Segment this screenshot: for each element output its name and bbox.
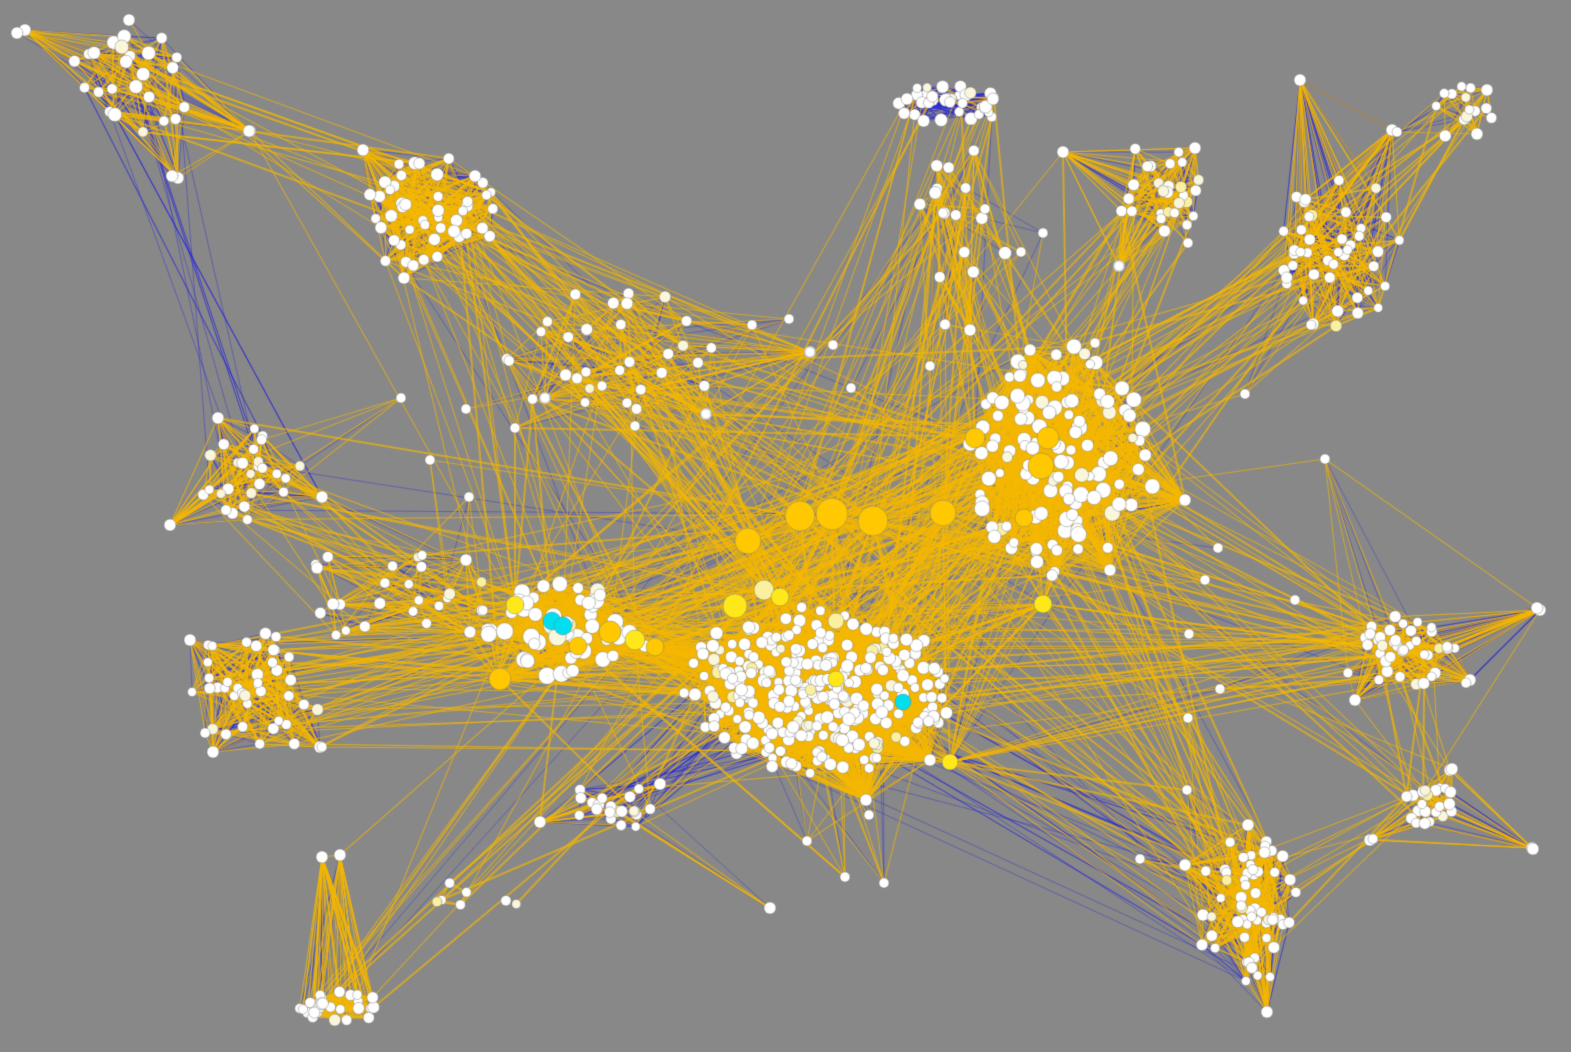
graph-canvas[interactable] bbox=[0, 0, 1571, 1052]
network-graph-visualization[interactable]: Force-directed network graph bbox=[0, 0, 1571, 1052]
